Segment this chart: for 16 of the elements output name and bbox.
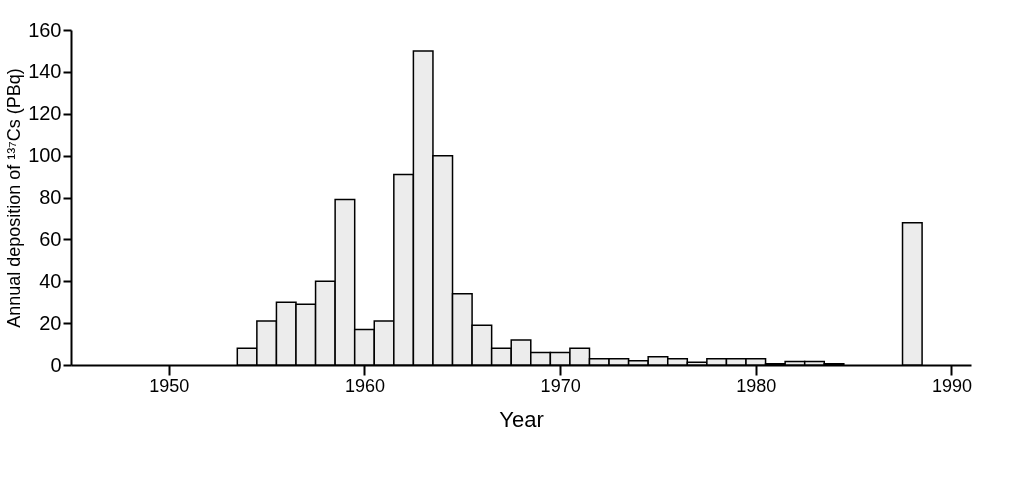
y-tick-label: 140 — [28, 60, 62, 83]
y-tick-label: 160 — [28, 18, 62, 41]
y-tick-label: 120 — [28, 102, 62, 125]
y-axis-title: Annual deposition of ¹³⁷Cs (PBq) — [4, 68, 25, 328]
x-tick-label: 1960 — [344, 375, 385, 396]
y-tick-label: 80 — [39, 186, 62, 208]
x-axis-title: Year — [499, 406, 544, 432]
x-tick-label: 1950 — [149, 375, 190, 396]
y-tick-label: 20 — [39, 311, 62, 334]
y-tick-label: 100 — [28, 144, 62, 167]
x-tick-label: 1980 — [736, 375, 777, 396]
y-tick-label: 40 — [39, 269, 62, 292]
x-tick-label: 1970 — [540, 375, 581, 396]
x-tick-label: 1990 — [931, 375, 972, 396]
y-tick-label: 0 — [50, 353, 62, 376]
y-tick-label: 60 — [39, 227, 62, 250]
